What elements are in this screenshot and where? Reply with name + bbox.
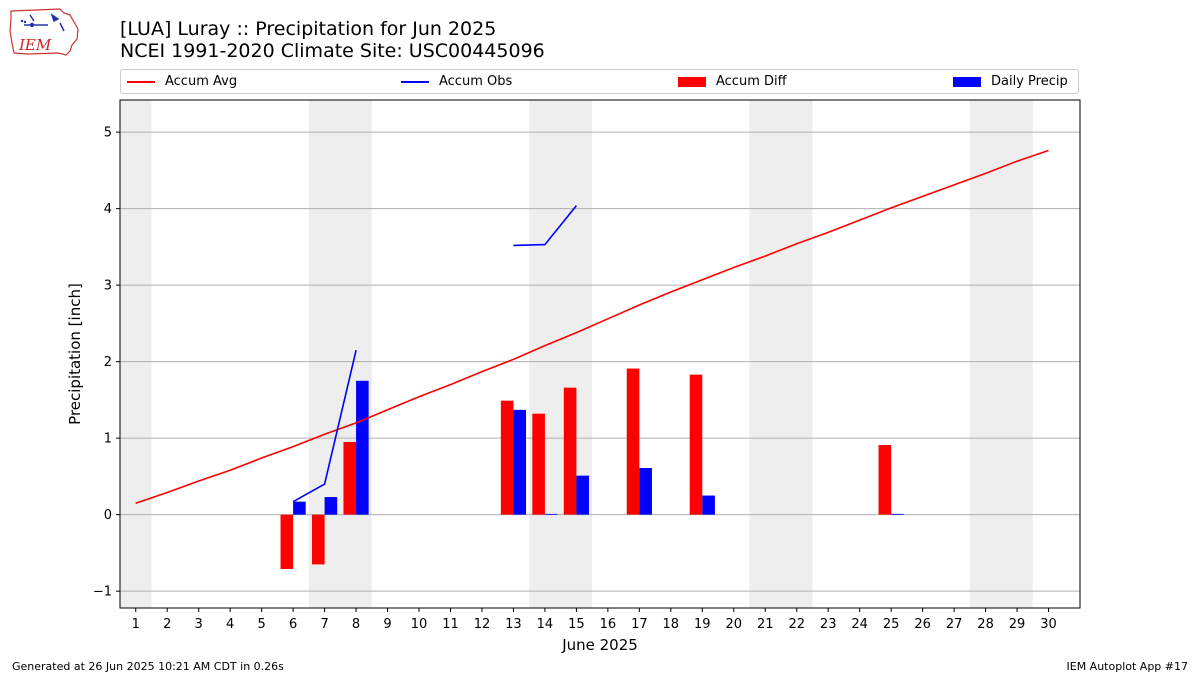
legend-swatch (678, 76, 706, 87)
x-tick-label: 12 (474, 617, 491, 632)
accum-diff-bar (500, 400, 514, 515)
x-tick-label: 20 (725, 617, 742, 632)
plot-frame (119, 99, 1081, 609)
x-tick-label: 18 (663, 617, 680, 632)
legend-item-accum-diff: Accum Diff (678, 70, 787, 93)
chart-legend: Accum Avg Accum Obs Accum Diff Daily Pre… (120, 69, 1079, 94)
accum-diff-bar (280, 514, 294, 569)
legend-swatch (127, 80, 155, 83)
daily-precip-bar (293, 501, 306, 515)
iem-logo: IEM (9, 8, 79, 56)
accum-diff-bar (689, 374, 703, 515)
x-tick-label: 16 (600, 617, 617, 632)
iem-logo-text: IEM (18, 36, 52, 54)
daily-precip-bar (513, 409, 527, 515)
x-tick-label: 24 (851, 617, 868, 632)
x-tick-label: 14 (537, 617, 554, 632)
x-tick-label: 10 (411, 617, 428, 632)
chart-title: [LUA] Luray :: Precipitation for Jun 202… (120, 18, 497, 40)
accum-diff-bar (312, 514, 325, 565)
accum-obs-line (292, 350, 357, 503)
daily-precip-bar (702, 495, 715, 515)
weekend-shade (749, 100, 813, 608)
x-tick-label: 11 (442, 617, 459, 632)
x-tick-label: 22 (788, 617, 805, 632)
x-tick-label: 23 (820, 617, 837, 632)
accum-avg-line (135, 149, 1049, 504)
chart-subtitle: NCEI 1991-2020 Climate Site: USC00445096 (120, 40, 545, 62)
x-tick-label: 5 (257, 617, 265, 632)
x-tick-label: 15 (568, 617, 585, 632)
x-tick-label: 26 (914, 617, 931, 632)
x-tick-label: 6 (289, 617, 297, 632)
autoplot-footer: IEM Autoplot App #17 (1066, 660, 1189, 673)
daily-precip-bar (324, 497, 338, 515)
x-tick-label: 27 (946, 617, 963, 632)
legend-label: Accum Obs (439, 74, 513, 89)
legend-label: Daily Precip (991, 74, 1068, 89)
weekend-shade (120, 100, 152, 608)
x-tick-label: 29 (1009, 617, 1026, 632)
x-tick-label: 4 (226, 617, 234, 632)
generated-footer: Generated at 26 Jun 2025 10:21 AM CDT in… (12, 660, 284, 673)
accum-diff-bar (626, 368, 640, 515)
x-tick-label: 13 (505, 617, 522, 632)
x-tick-label: 1 (132, 617, 140, 632)
x-tick-label: 7 (320, 617, 328, 632)
y-tick-label: −1 (93, 585, 112, 600)
x-tick-label: 30 (1040, 617, 1057, 632)
daily-precip-bar (544, 513, 558, 515)
accum-diff-bar (343, 441, 357, 515)
y-tick-label: 3 (104, 279, 112, 294)
accum-diff-bar (563, 387, 577, 515)
daily-precip-bar (576, 475, 589, 515)
plot-area (120, 100, 1080, 608)
y-tick-label: 0 (104, 508, 112, 523)
y-tick-label: 5 (104, 126, 112, 141)
x-tick-label: 21 (757, 617, 774, 632)
x-tick-label: 25 (883, 617, 900, 632)
legend-swatch (953, 76, 981, 87)
y-axis-label: Precipitation [inch] (66, 283, 84, 425)
legend-swatch (401, 80, 429, 83)
weekend-shade (969, 100, 1033, 608)
x-tick-label: 28 (977, 617, 994, 632)
legend-label: Accum Diff (716, 74, 787, 89)
accum-diff-bar (878, 445, 892, 515)
x-tick-label: 19 (694, 617, 711, 632)
x-tick-label: 8 (352, 617, 360, 632)
daily-precip-bar (356, 380, 369, 515)
x-tick-label: 3 (195, 617, 203, 632)
legend-item-daily-precip: Daily Precip (953, 70, 1068, 93)
x-tick-label: 2 (163, 617, 171, 632)
weekend-shade (529, 100, 593, 608)
y-tick-label: 4 (104, 202, 112, 217)
x-axis-label: June 2025 (561, 636, 638, 654)
accum-obs-line (513, 205, 578, 247)
daily-precip-bar (891, 513, 904, 515)
legend-label: Accum Avg (165, 74, 238, 89)
y-tick-label: 2 (104, 355, 112, 370)
y-tick-label: 1 (104, 432, 112, 447)
legend-item-accum-obs: Accum Obs (401, 70, 512, 93)
accum-diff-bar (532, 413, 545, 515)
x-tick-label: 17 (631, 617, 648, 632)
x-tick-label: 9 (383, 617, 391, 632)
legend-item-accum-avg: Accum Avg (127, 70, 237, 93)
daily-precip-bar (639, 467, 652, 515)
